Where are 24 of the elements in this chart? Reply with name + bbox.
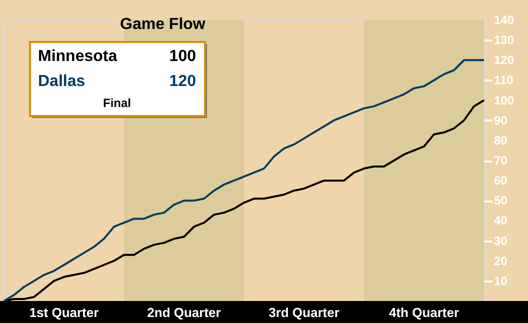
text: 1st Quarter (29, 305, 99, 320)
y-tick-label: 30 (494, 234, 508, 248)
y-tick-label: 60 (494, 174, 508, 188)
text: 3rd Quarter (268, 305, 340, 320)
y-tick-label: 100 (494, 93, 514, 108)
y-tick-label: 40 (494, 214, 508, 228)
y-tick-label: 10 (494, 274, 508, 288)
text: 2nd Quarter (147, 305, 221, 320)
y-tick-label: 20 (494, 254, 508, 268)
y-tick-label: 140 (494, 13, 514, 27)
text: Dallas (38, 73, 86, 90)
annotation: 100 (169, 48, 196, 65)
chart-title: Game Flow (120, 16, 206, 33)
y-tick-label: 90 (494, 113, 508, 128)
text: Minnesota (38, 48, 118, 65)
annotation: 120 (169, 73, 196, 90)
y-tick-label: 120 (494, 53, 514, 68)
text: 4th Quarter (388, 305, 460, 320)
y-tick-label: 110 (494, 73, 514, 88)
annotation: Final (102, 96, 132, 110)
y-tick-label: 80 (494, 133, 508, 148)
y-tick-label: 130 (494, 33, 514, 48)
y-tick-label: 70 (494, 154, 508, 168)
y-tick-label: 50 (494, 194, 508, 208)
